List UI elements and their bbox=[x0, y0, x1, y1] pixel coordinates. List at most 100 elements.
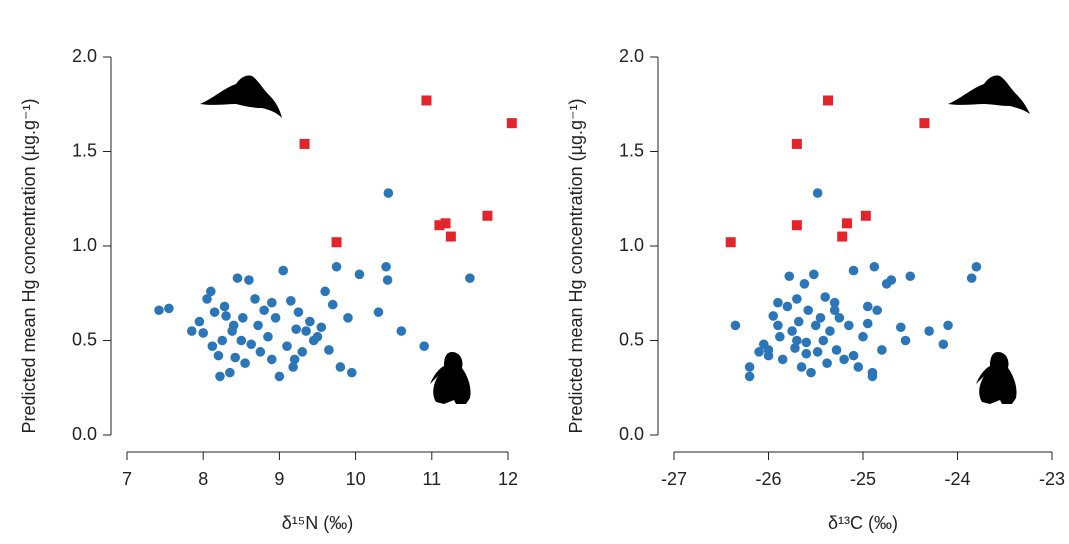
circle-point bbox=[240, 358, 250, 368]
circle-point bbox=[301, 326, 311, 336]
circle-point bbox=[419, 341, 429, 351]
circle-point bbox=[244, 275, 254, 285]
circle-point bbox=[763, 345, 774, 355]
circle-point bbox=[291, 324, 301, 334]
circle-point bbox=[297, 347, 308, 357]
circle-point bbox=[867, 367, 878, 378]
square-point bbox=[331, 237, 342, 248]
square-point bbox=[823, 95, 834, 106]
circle-point bbox=[381, 261, 391, 272]
circle-point bbox=[305, 316, 315, 327]
circle-point bbox=[812, 347, 823, 357]
circle-point bbox=[274, 371, 285, 382]
circle-point bbox=[373, 307, 384, 317]
circle-point bbox=[206, 286, 216, 297]
circle-point bbox=[773, 297, 783, 308]
circle-point bbox=[346, 367, 357, 378]
y-tick-label: 1.5 bbox=[72, 140, 97, 160]
circle-point bbox=[971, 261, 982, 272]
x-tick-label: 12 bbox=[498, 469, 518, 489]
x-tick-label: -25 bbox=[850, 469, 876, 489]
circle-point bbox=[230, 352, 241, 363]
circle-point bbox=[900, 335, 911, 346]
circle-point bbox=[282, 341, 292, 351]
y-tick-label: 0.5 bbox=[619, 329, 644, 349]
square-point bbox=[421, 95, 432, 106]
circle-point bbox=[848, 350, 859, 361]
x-axis-title: δ¹³C (‰) bbox=[828, 513, 898, 533]
square-point bbox=[506, 118, 517, 129]
circle-point bbox=[858, 331, 868, 342]
circle-point bbox=[820, 292, 830, 302]
square-point bbox=[791, 138, 802, 149]
circle-point bbox=[777, 354, 788, 365]
circle-point bbox=[938, 339, 949, 350]
y-tick-label: 1.5 bbox=[619, 140, 644, 160]
circle-point bbox=[896, 322, 906, 333]
y-tick-label: 0.5 bbox=[72, 329, 97, 349]
circle-point bbox=[209, 307, 220, 317]
circle-point bbox=[253, 320, 263, 331]
circle-point bbox=[853, 362, 864, 372]
circle-point bbox=[905, 271, 916, 282]
circle-point bbox=[862, 318, 873, 329]
square-point bbox=[919, 118, 930, 129]
circle-point bbox=[744, 371, 755, 382]
y-tick-label: 2.0 bbox=[72, 46, 97, 66]
circle-point bbox=[793, 316, 804, 327]
circle-point bbox=[250, 294, 260, 304]
circle-point bbox=[288, 362, 298, 372]
circle-point bbox=[787, 326, 797, 336]
circle-point bbox=[829, 305, 840, 316]
circle-point bbox=[255, 347, 266, 357]
circle-point bbox=[834, 313, 845, 323]
circle-point bbox=[822, 358, 832, 368]
circle-point bbox=[228, 320, 239, 331]
circle-point bbox=[829, 297, 840, 308]
y-tick-label: 1.0 bbox=[72, 235, 97, 255]
circle-point bbox=[186, 326, 197, 336]
x-axis-title: δ¹⁵N (‰) bbox=[282, 513, 353, 533]
circle-point bbox=[327, 299, 338, 310]
circle-point bbox=[219, 301, 230, 312]
circle-point bbox=[809, 269, 819, 280]
square-point bbox=[440, 218, 451, 229]
square-point bbox=[860, 210, 871, 221]
circle-point bbox=[924, 326, 934, 336]
square-point bbox=[837, 231, 848, 242]
x-tick-label: 10 bbox=[346, 469, 366, 489]
x-tick-label: -24 bbox=[944, 469, 970, 489]
circle-point bbox=[289, 354, 300, 365]
circle-point bbox=[831, 345, 842, 355]
penguin-standing-icon bbox=[430, 352, 1017, 404]
square-point bbox=[482, 210, 493, 221]
circle-point bbox=[775, 331, 785, 342]
square-point bbox=[841, 218, 852, 229]
circle-point bbox=[825, 326, 835, 336]
circle-point bbox=[232, 273, 243, 283]
circle-point bbox=[782, 301, 793, 312]
circle-point bbox=[286, 296, 296, 306]
y-axis-title: Predicted mean Hg concentration (µg.g⁻¹) bbox=[566, 98, 586, 433]
circle-point bbox=[198, 328, 208, 338]
circle-point bbox=[806, 367, 816, 378]
circle-point bbox=[213, 350, 224, 361]
circle-point bbox=[383, 188, 394, 198]
circle-point bbox=[164, 303, 174, 314]
circle-point bbox=[316, 322, 327, 333]
circle-point bbox=[215, 371, 225, 382]
circle-point bbox=[815, 313, 826, 323]
circle-point bbox=[278, 265, 289, 276]
circle-point bbox=[877, 345, 887, 355]
circle-point bbox=[784, 271, 795, 282]
circle-point bbox=[266, 354, 277, 365]
y-tick-label: 1.0 bbox=[619, 235, 644, 255]
circle-point bbox=[194, 316, 205, 327]
circle-point bbox=[792, 335, 802, 346]
penguin-swimming-icon bbox=[200, 75, 1030, 118]
circle-point bbox=[812, 188, 823, 198]
circle-point bbox=[869, 261, 880, 272]
circle-point bbox=[354, 269, 365, 280]
circle-point bbox=[320, 286, 330, 297]
square-point bbox=[791, 220, 802, 231]
